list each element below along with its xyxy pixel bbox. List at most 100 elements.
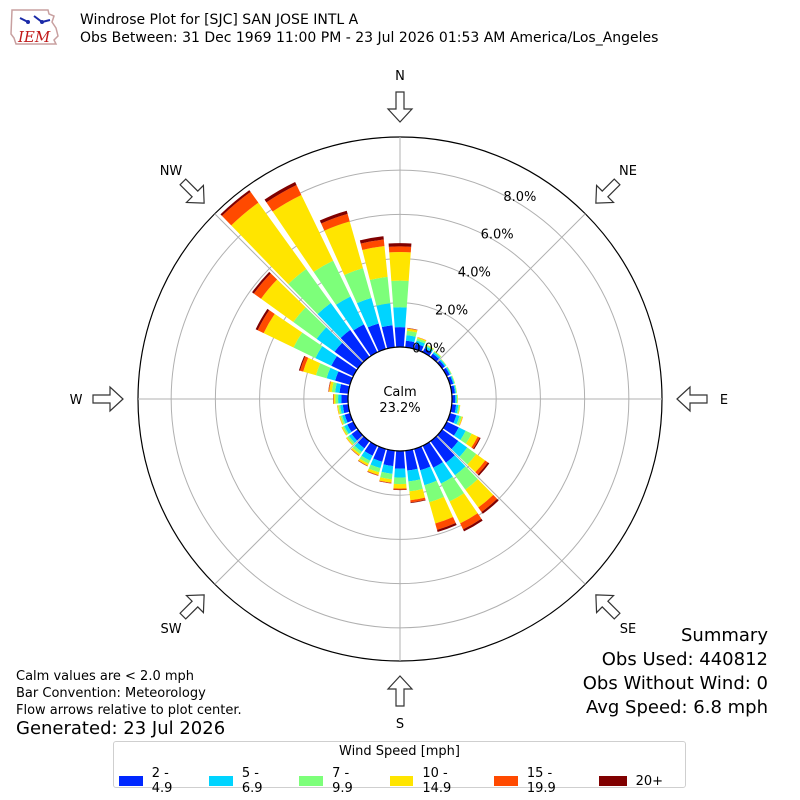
windrose-bar-segment [272,194,334,272]
windrose-bar-segment [439,359,446,367]
windrose-bar-segment [337,405,339,415]
windrose-bar-segment [424,480,444,503]
windrose-bar-segment [451,441,468,457]
bars-layer [220,182,499,532]
windrose-bar-segment [440,476,465,502]
windrose-bar-segment [458,405,461,414]
windrose-bar-segment [460,430,472,444]
windrose-bar-segment [342,414,348,424]
direction-label: S [396,717,404,732]
windrose-bar-segment [430,436,455,463]
windrose-bar-segment [347,421,357,432]
windrose-bar-segment [354,442,365,452]
windrose-bar-segment [351,447,361,456]
calm-definition-note: Calm values are < 2.0 mph [16,669,195,684]
windrose-bar-segment [380,471,393,480]
legend-label: 10 - 14.9 [422,766,452,796]
windrose-bar-segment [321,213,350,231]
windrose-bar-segment [339,416,343,425]
windrose-bar-segment [350,449,359,457]
windrose-bar-segment [340,329,370,362]
windrose-bar-segment [477,462,490,476]
windrose-bar-segment [381,464,394,474]
iem-logo: IEM [10,9,59,46]
windrose-bar-segment [451,375,455,384]
windrose-bar-segment [255,308,270,331]
windrose-bar-segment [452,375,456,384]
windrose-bar-segment [341,394,349,404]
windrose-bar-segment [416,338,426,344]
windrose-bar-segment [451,394,456,404]
direction-label: SW [160,622,181,637]
windrose-bar-segment [319,210,348,224]
legend-item: 15 - 19.9 [494,766,577,796]
legend-item: 20+ [598,766,663,796]
windrose-bar-segment [326,367,339,381]
windrose-bar-segment [338,405,342,415]
direction-label: N [395,69,405,84]
windrose-bar-segment [293,332,323,359]
windrose-bar-segment [299,356,309,372]
windrose-bar-segment [253,273,278,299]
windrose-bar-segment [434,350,442,357]
flow-arrows-note: Flow arrows relative to plot center. [16,703,242,718]
legend-swatch [598,776,627,786]
windrose-bar-segment [335,394,339,404]
windrose-bar-segment [453,385,457,394]
windrose-bar-segment [441,358,447,366]
windrose-bar-segment [430,353,440,362]
windrose-bar-segment [328,381,331,392]
windrose-bar-segment [373,446,386,462]
flow-arrow-icon [595,594,621,620]
windrose-bar-segment [328,381,331,392]
windrose-bar-segment [410,497,426,503]
windrose-bar-segment [454,466,478,490]
windrose-bar-segment [339,415,344,425]
windrose-bar-segment [405,449,418,471]
legend-title: Wind Speed [mph] [339,744,460,759]
windrose-bar-segment [409,489,425,501]
radial-tick-label: 4.0% [458,266,491,281]
windrose-bar-segment [456,415,462,426]
windrose-bar-segment [334,342,363,369]
windrose-bar-segment [261,279,306,323]
windrose-bar-segment [364,442,378,456]
flow-arrow-icon [179,178,205,204]
chart-subtitle: Obs Between: 31 Dec 1969 11:00 PM - 23 J… [80,30,659,46]
grid-spoke [214,435,364,585]
direction-label: NW [160,164,183,179]
windrose-bar-segment [478,494,498,512]
flow-arrow-icon [386,91,414,123]
windrose-bar-segment [358,458,369,466]
windrose-bar-segment [367,471,379,476]
windrose-bar-segment [358,460,368,467]
legend-swatch [299,776,324,786]
windrose-bar-segment [370,458,383,469]
calm-circle [347,346,453,452]
windrose-bar-segment [293,307,327,339]
windrose-bar-segment [337,405,340,415]
legend-label: 5 - 6.9 [241,766,263,796]
legend-item: 7 - 9.9 [299,766,367,796]
legend-swatch [119,776,143,786]
windrose-bar-segment [379,477,392,483]
windrose-bar-segment [414,446,431,471]
windrose-bar-segment [348,433,358,443]
windrose-bar-segment [362,246,388,281]
legend-label: 2 - 4.9 [151,766,173,796]
windrose-bar-segment [381,325,395,349]
windrose-bar-segment [437,523,457,532]
windrose-bar-segment [475,460,488,475]
windrose-bar-segment [393,483,407,489]
bar-convention-note: Bar Convention: Meteorology [16,686,206,701]
windrose-bar-segment [252,271,271,294]
windrose-bar-segment [445,367,451,375]
windrose-bar-segment [341,426,348,436]
flow-arrow-icon [595,178,621,204]
windrose-bar-segment [342,404,350,414]
windrose-bar-segment [433,351,442,358]
chart-title: Windrose Plot for [SJC] SAN JOSE INTL A [80,12,359,28]
windrose-bar-segment [463,518,483,532]
